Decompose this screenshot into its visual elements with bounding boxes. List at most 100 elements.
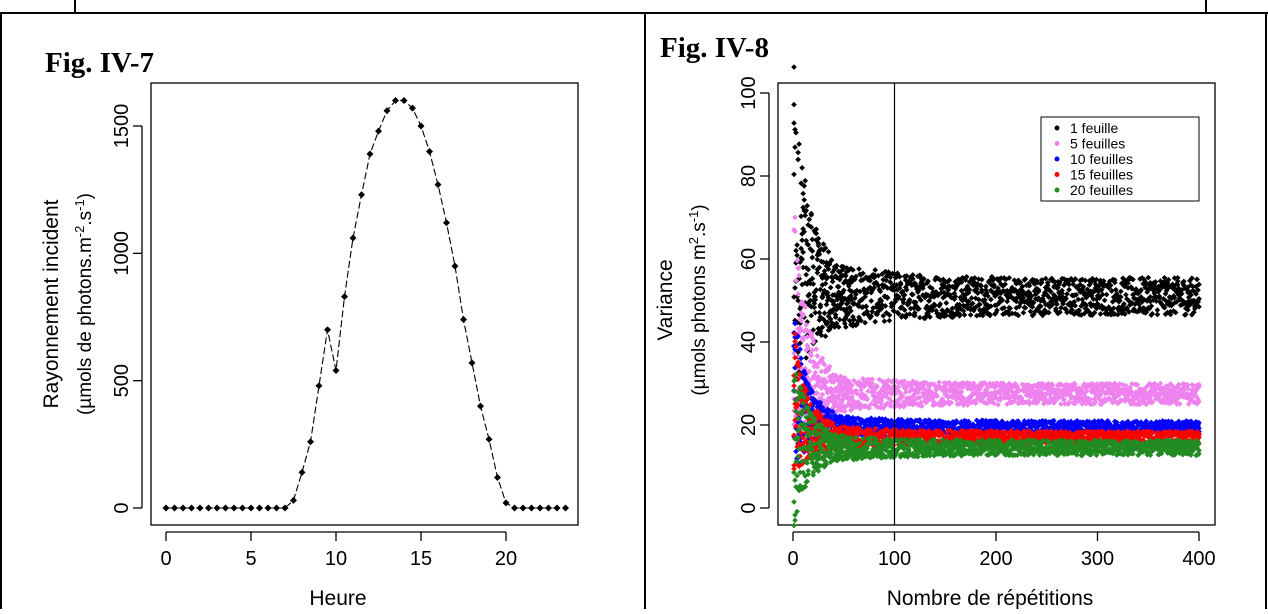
- data-point: [494, 474, 501, 481]
- data-point: [511, 505, 518, 512]
- data-point: [856, 266, 862, 272]
- data-point: [367, 151, 374, 158]
- data-point: [793, 248, 799, 254]
- data-point: [800, 191, 806, 197]
- data-point: [477, 403, 484, 410]
- data-point: [936, 379, 942, 385]
- y-unit-text: ): [75, 193, 96, 199]
- x-tick-label: 100: [878, 548, 911, 570]
- data-point: [801, 197, 807, 203]
- data-point: [792, 215, 798, 221]
- data-point: [256, 505, 263, 512]
- data-point: [803, 355, 809, 361]
- data-point: [341, 293, 348, 300]
- data-point: [813, 346, 819, 352]
- data-point: [809, 255, 815, 261]
- data-point: [1194, 277, 1200, 283]
- data-point: [791, 102, 797, 108]
- x-tick-label: 20: [495, 548, 517, 570]
- plot-area: [163, 97, 570, 511]
- x-tick-label: 300: [1081, 548, 1114, 570]
- data-point: [299, 469, 306, 476]
- data-point: [265, 505, 272, 512]
- y-tick-label: 100: [738, 76, 760, 109]
- data-point: [452, 263, 459, 270]
- data-point: [824, 302, 830, 308]
- y-tick-label: 500: [111, 364, 133, 397]
- y-unit-sup: -2: [72, 226, 87, 238]
- data-point: [823, 333, 829, 339]
- y-tick-label: 80: [738, 165, 760, 187]
- data-point: [943, 300, 949, 306]
- data-point: [554, 505, 561, 512]
- y-axis-label-line2: (µmols de photons.m-2.s-1): [72, 193, 97, 415]
- data-point: [828, 285, 834, 291]
- data-point: [868, 298, 874, 304]
- data-point: [469, 359, 476, 366]
- data-point: [333, 367, 340, 374]
- data-point: [205, 505, 212, 512]
- y-tick-label: 0: [111, 502, 133, 513]
- series-1-feuille: [791, 64, 1202, 376]
- data-point: [1123, 292, 1129, 298]
- data-point: [791, 172, 797, 178]
- data-point: [188, 505, 195, 512]
- data-point: [798, 213, 804, 219]
- data-point: [1098, 311, 1104, 317]
- data-point: [863, 304, 869, 310]
- data-point: [872, 267, 878, 273]
- data-point: [791, 120, 797, 126]
- data-point: [316, 382, 323, 389]
- data-point: [537, 505, 544, 512]
- data-point: [426, 148, 433, 155]
- data-point: [1021, 310, 1027, 316]
- data-point: [486, 436, 493, 443]
- data-point: [171, 505, 178, 512]
- data-point: [795, 150, 801, 156]
- x-tick-label: 200: [979, 548, 1012, 570]
- data-point: [822, 310, 828, 316]
- data-point: [163, 505, 170, 512]
- y-tick-label: 0: [738, 502, 760, 513]
- data-point: [375, 128, 382, 135]
- data-point: [528, 505, 535, 512]
- y-tick-label: 40: [738, 331, 760, 353]
- data-point: [796, 273, 802, 279]
- data-point: [273, 505, 280, 512]
- x-tick-label: 15: [410, 548, 432, 570]
- data-point: [792, 285, 798, 291]
- data-point: [968, 312, 974, 318]
- x-tick-label: 400: [1182, 548, 1215, 570]
- data-point: [815, 353, 821, 359]
- y-tick-label: 1000: [111, 231, 133, 275]
- data-point: [214, 505, 221, 512]
- data-point: [962, 312, 968, 318]
- y-axis-label-line1: Rayonnement incident: [40, 199, 63, 408]
- data-point: [350, 235, 357, 242]
- data-point: [418, 123, 425, 130]
- data-point: [830, 279, 836, 285]
- data-point: [1104, 292, 1110, 298]
- data-point: [324, 326, 331, 333]
- data-point: [197, 505, 204, 512]
- data-point: [791, 64, 797, 70]
- data-point: [836, 284, 842, 290]
- data-point: [803, 272, 809, 278]
- data-point: [872, 319, 878, 325]
- data-point: [887, 318, 893, 324]
- y-tick-label: 1500: [111, 104, 133, 149]
- figure-label: Fig. IV-8: [660, 32, 769, 64]
- data-point: [817, 310, 823, 316]
- data-point: [435, 181, 442, 188]
- series-line: [166, 101, 566, 509]
- data-point: [520, 505, 527, 512]
- y-unit-sup: -1: [72, 199, 87, 211]
- x-tick-label: 0: [160, 548, 171, 570]
- data-point: [358, 191, 365, 198]
- data-point: [307, 438, 314, 445]
